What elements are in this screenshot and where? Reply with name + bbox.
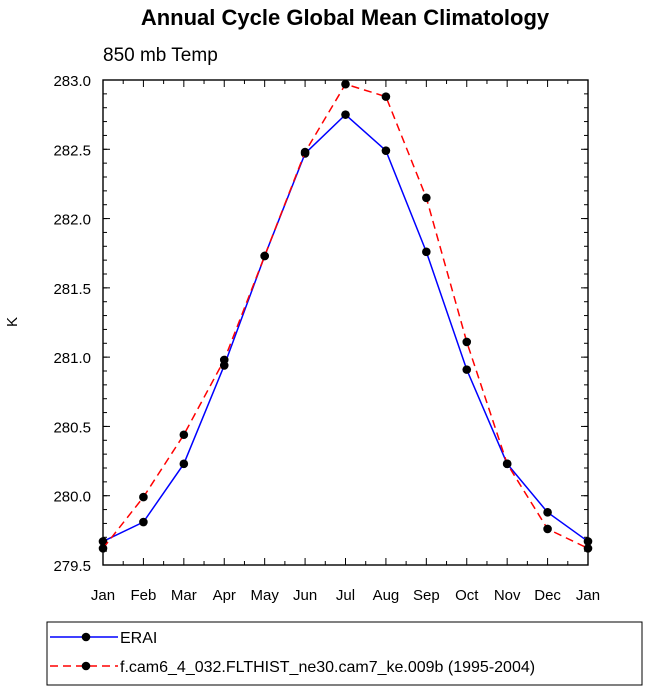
series-point xyxy=(300,147,310,157)
tick-marks xyxy=(102,79,589,566)
series-point xyxy=(422,193,431,203)
series-point xyxy=(260,251,269,261)
y-tick-label: 279.5 xyxy=(53,558,91,575)
legend-item-2: f.cam6_4_032.FLTHIST_ne30.cam7_ke.009b (… xyxy=(50,659,535,676)
y-tick-labels: 279.5 280.0 280.5 281.0 281.5 282.0 282.5 283.0 xyxy=(53,73,91,575)
series-line xyxy=(102,113,589,543)
series-point xyxy=(341,79,350,89)
y-tick-label: 282.5 xyxy=(53,142,91,159)
x-tick-label: May xyxy=(250,587,279,604)
y-tick-label: 283.0 xyxy=(53,73,91,90)
series-layer xyxy=(98,79,593,553)
legend-label: ERAI xyxy=(120,630,157,647)
series-line xyxy=(102,83,589,550)
y-tick-label: 280.5 xyxy=(53,419,91,436)
series-point xyxy=(381,92,391,101)
y-axis-label: K xyxy=(4,317,21,327)
series-point xyxy=(98,544,108,553)
legend: ERAI f.cam6_4_032.FLTHIST_ne30.cam7_ke.00… xyxy=(50,630,535,676)
legend-marker xyxy=(81,632,91,642)
series-point xyxy=(179,459,189,469)
chart-title: Annual Cycle Global Mean Climatology xyxy=(141,5,550,30)
series-point xyxy=(422,247,431,257)
x-tick-label: Sep xyxy=(413,587,440,604)
x-tick-label: Apr xyxy=(213,587,236,604)
series-point xyxy=(462,365,472,374)
x-tick-label: Dec xyxy=(534,587,561,604)
series-point xyxy=(381,146,391,155)
series-point xyxy=(219,355,229,365)
y-tick-label: 280.0 xyxy=(53,489,91,506)
y-tick-label: 281.5 xyxy=(53,281,91,298)
y-tick-label: 282.0 xyxy=(53,212,91,229)
series-2 xyxy=(98,79,593,553)
series-point xyxy=(139,517,148,527)
x-tick-label: Jun xyxy=(293,587,317,604)
series-point xyxy=(179,430,189,440)
series-point xyxy=(98,537,108,546)
x-tick-labels: Jan Feb Mar Apr May Jun Jul Aug Sep Oct Nov Dec Jan xyxy=(91,587,600,604)
series-point xyxy=(583,544,593,553)
series-point xyxy=(502,459,512,469)
x-tick-label: Jul xyxy=(336,587,355,604)
series-point xyxy=(341,110,350,119)
series-point xyxy=(462,337,472,347)
y-tick-label: 281.0 xyxy=(53,350,91,367)
legend-box xyxy=(46,621,643,686)
series-point xyxy=(543,508,552,517)
series-point xyxy=(543,524,552,534)
x-tick-label: Mar xyxy=(171,587,197,604)
x-tick-label: Feb xyxy=(130,587,156,604)
legend-marker xyxy=(81,661,91,671)
series-point xyxy=(139,492,148,502)
x-tick-label: Aug xyxy=(373,587,400,604)
legend-item-1: ERAI xyxy=(50,630,157,647)
plot-frame xyxy=(102,79,589,566)
x-tick-label: Nov xyxy=(494,587,521,604)
x-tick-label: Jan xyxy=(91,587,115,604)
x-tick-label: Jan xyxy=(576,587,600,604)
x-tick-label: Oct xyxy=(455,587,479,604)
series-point xyxy=(583,537,593,546)
legend-label: f.cam6_4_032.FLTHIST_ne30.cam7_ke.009b (… xyxy=(120,659,535,676)
chart-subtitle: 850 mb Temp xyxy=(103,45,218,66)
